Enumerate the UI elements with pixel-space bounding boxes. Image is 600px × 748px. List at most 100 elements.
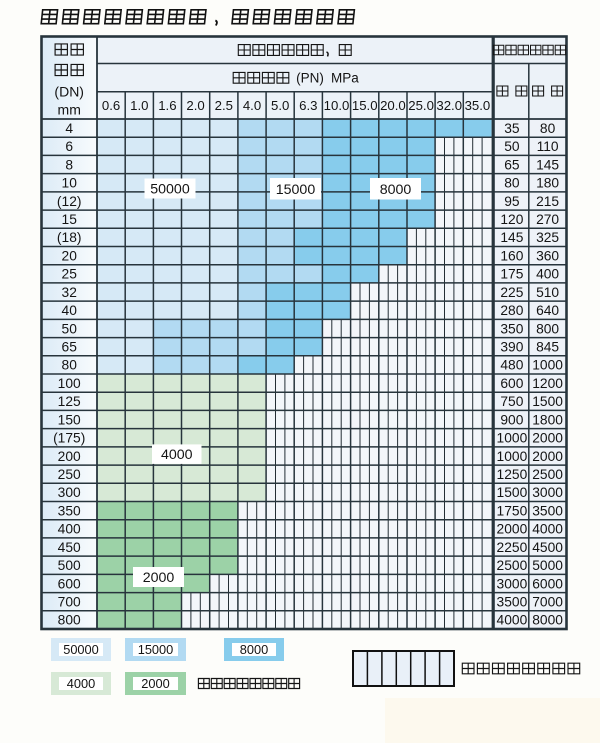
svg-text:1500: 1500 bbox=[532, 394, 563, 409]
svg-text:1250: 1250 bbox=[497, 467, 528, 482]
svg-text:215: 215 bbox=[536, 194, 559, 209]
svg-text:(PN): (PN) bbox=[296, 70, 324, 85]
svg-text:350: 350 bbox=[500, 321, 523, 336]
svg-text:95: 95 bbox=[504, 194, 520, 209]
svg-text:35: 35 bbox=[504, 121, 520, 136]
svg-text:2250: 2250 bbox=[497, 540, 528, 555]
svg-text:32.0: 32.0 bbox=[436, 98, 462, 113]
svg-text:900: 900 bbox=[500, 412, 523, 427]
svg-text:250: 250 bbox=[58, 467, 81, 482]
svg-text:(175): (175) bbox=[53, 431, 85, 446]
svg-text:40: 40 bbox=[62, 303, 78, 318]
svg-text:2000: 2000 bbox=[141, 676, 169, 691]
svg-text:1.0: 1.0 bbox=[130, 98, 148, 113]
svg-text:65: 65 bbox=[62, 340, 78, 355]
svg-text:15: 15 bbox=[62, 212, 78, 227]
svg-text:50: 50 bbox=[504, 139, 520, 154]
svg-text:MPa: MPa bbox=[331, 70, 359, 85]
svg-text:6000: 6000 bbox=[532, 576, 563, 591]
svg-text:(DN): (DN) bbox=[54, 84, 84, 100]
svg-text:400: 400 bbox=[58, 522, 81, 537]
svg-text:(12): (12) bbox=[57, 194, 82, 209]
svg-text:2000: 2000 bbox=[143, 570, 175, 586]
svg-text:65: 65 bbox=[504, 157, 520, 172]
svg-text:390: 390 bbox=[500, 340, 523, 355]
svg-text:300: 300 bbox=[58, 485, 81, 500]
svg-text:15000: 15000 bbox=[276, 182, 316, 198]
svg-text:25: 25 bbox=[62, 267, 78, 282]
svg-text:350: 350 bbox=[58, 503, 81, 518]
svg-text:360: 360 bbox=[536, 248, 559, 263]
svg-text:100: 100 bbox=[58, 376, 81, 391]
svg-text:15000: 15000 bbox=[138, 642, 174, 657]
svg-text:800: 800 bbox=[58, 613, 81, 628]
svg-text:80: 80 bbox=[62, 358, 78, 373]
svg-text:125: 125 bbox=[58, 394, 81, 409]
svg-text:10.0: 10.0 bbox=[324, 98, 350, 113]
svg-text:25.0: 25.0 bbox=[408, 98, 434, 113]
svg-text:2000: 2000 bbox=[497, 522, 528, 537]
svg-text:2500: 2500 bbox=[532, 467, 563, 482]
svg-text:50: 50 bbox=[62, 321, 78, 336]
svg-text:450: 450 bbox=[58, 540, 81, 555]
svg-text:8000: 8000 bbox=[380, 182, 412, 198]
svg-text:1000: 1000 bbox=[532, 358, 563, 373]
svg-text:145: 145 bbox=[536, 157, 559, 172]
svg-text:640: 640 bbox=[536, 303, 559, 318]
svg-text:1.6: 1.6 bbox=[158, 98, 176, 113]
svg-text:35.0: 35.0 bbox=[465, 98, 491, 113]
svg-text:4.0: 4.0 bbox=[243, 98, 261, 113]
svg-text:80: 80 bbox=[540, 121, 556, 136]
svg-text:280: 280 bbox=[500, 303, 523, 318]
svg-text:15.0: 15.0 bbox=[352, 98, 378, 113]
svg-text:5000: 5000 bbox=[532, 558, 563, 573]
svg-text:160: 160 bbox=[500, 248, 523, 263]
svg-text:110: 110 bbox=[537, 139, 559, 154]
svg-text:1200: 1200 bbox=[532, 376, 563, 391]
svg-text:0.6: 0.6 bbox=[102, 98, 120, 113]
svg-text:20: 20 bbox=[62, 248, 78, 263]
svg-text:270: 270 bbox=[536, 212, 559, 227]
svg-text:mm: mm bbox=[58, 102, 81, 118]
svg-text:480: 480 bbox=[500, 358, 523, 373]
svg-text:7000: 7000 bbox=[532, 595, 563, 610]
svg-text:800: 800 bbox=[536, 321, 559, 336]
svg-text:225: 225 bbox=[500, 285, 523, 300]
svg-text:80: 80 bbox=[504, 176, 520, 191]
svg-text:845: 845 bbox=[536, 340, 559, 355]
svg-text:120: 120 bbox=[500, 212, 523, 227]
svg-text:400: 400 bbox=[536, 267, 559, 282]
svg-text:2000: 2000 bbox=[532, 431, 563, 446]
svg-text:200: 200 bbox=[58, 449, 81, 464]
svg-text:750: 750 bbox=[500, 394, 523, 409]
svg-text:2.0: 2.0 bbox=[186, 98, 204, 113]
svg-text:1800: 1800 bbox=[532, 412, 563, 427]
svg-text:32: 32 bbox=[62, 285, 77, 300]
svg-text:2.5: 2.5 bbox=[215, 98, 233, 113]
svg-text:500: 500 bbox=[58, 558, 81, 573]
svg-text:6: 6 bbox=[65, 139, 73, 154]
svg-text:1750: 1750 bbox=[497, 503, 528, 518]
svg-text:4000: 4000 bbox=[497, 613, 528, 628]
svg-text:3000: 3000 bbox=[532, 485, 563, 500]
svg-text:4500: 4500 bbox=[532, 540, 563, 555]
svg-text:700: 700 bbox=[58, 595, 81, 610]
svg-text:50000: 50000 bbox=[150, 182, 190, 198]
svg-text:2500: 2500 bbox=[497, 558, 528, 573]
svg-text:325: 325 bbox=[536, 230, 559, 245]
svg-text:180: 180 bbox=[536, 176, 559, 191]
svg-text:4000: 4000 bbox=[161, 447, 193, 463]
svg-text:6.3: 6.3 bbox=[299, 98, 317, 113]
svg-text:4: 4 bbox=[65, 121, 73, 136]
svg-text:1000: 1000 bbox=[497, 431, 528, 446]
svg-text:2000: 2000 bbox=[532, 449, 563, 464]
svg-text:1000: 1000 bbox=[497, 449, 528, 464]
svg-text:510: 510 bbox=[536, 285, 559, 300]
svg-text:5.0: 5.0 bbox=[271, 98, 289, 113]
svg-text:600: 600 bbox=[500, 376, 523, 391]
svg-text:4000: 4000 bbox=[532, 522, 563, 537]
svg-text:(18): (18) bbox=[57, 230, 82, 245]
svg-text:8000: 8000 bbox=[532, 613, 563, 628]
svg-text:10: 10 bbox=[62, 176, 78, 191]
svg-text:50000: 50000 bbox=[63, 642, 99, 657]
